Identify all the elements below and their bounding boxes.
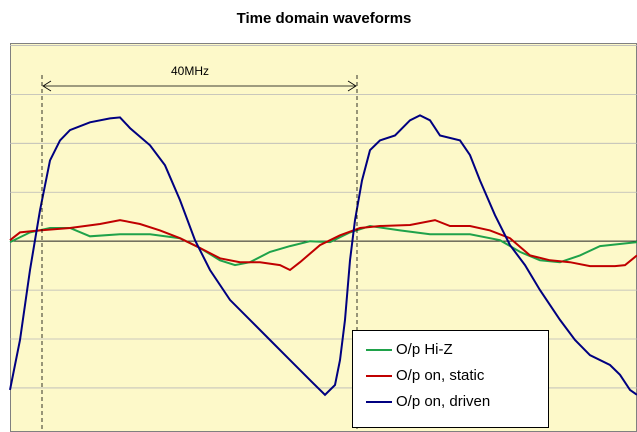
legend: O/p Hi-Z O/p on, static O/p on, driven	[352, 330, 549, 428]
legend-box	[352, 330, 549, 428]
annotation-text: 40MHz	[171, 64, 209, 78]
series-line	[9, 114, 637, 397]
legend-label: O/p on, driven	[396, 393, 490, 410]
series-line	[9, 219, 637, 272]
legend-label: O/p Hi-Z	[396, 341, 453, 358]
chart-title: Time domain waveforms	[237, 10, 412, 27]
legend-label: O/p on, static	[396, 367, 485, 384]
arrow-heads	[42, 80, 357, 92]
frequency-annotation: 40MHz	[41, 64, 358, 432]
lines	[9, 114, 637, 397]
